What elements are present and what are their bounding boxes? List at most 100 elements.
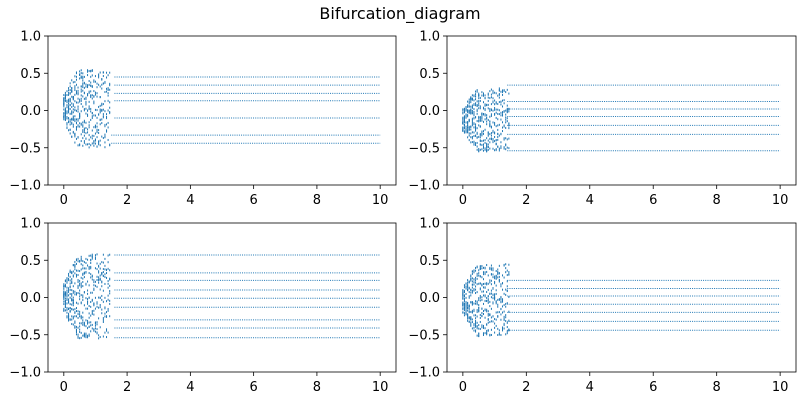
- y-tick-label: 1.0: [419, 217, 440, 232]
- scatter-points: [462, 84, 781, 153]
- transient-point: [478, 334, 480, 337]
- transient-point: [74, 106, 76, 109]
- transient-point: [99, 306, 101, 309]
- transient-point: [93, 79, 95, 82]
- transient-point: [109, 82, 111, 85]
- transient-point: [473, 323, 475, 326]
- transient-point: [484, 309, 486, 312]
- transient-point: [68, 298, 70, 301]
- transient-point: [495, 148, 497, 151]
- transient-point: [82, 77, 84, 80]
- transient-point: [471, 117, 473, 120]
- transient-point: [69, 82, 71, 85]
- transient-point: [481, 324, 483, 327]
- transient-point: [87, 131, 89, 134]
- transient-point: [94, 75, 96, 78]
- transient-point: [88, 90, 90, 93]
- transient-point: [88, 83, 90, 86]
- transient-point: [481, 276, 483, 279]
- transient-point: [69, 120, 71, 123]
- transient-point: [79, 315, 81, 318]
- transient-point: [498, 149, 500, 152]
- x-tick-label: 10: [772, 380, 789, 395]
- transient-point: [101, 281, 103, 284]
- transient-point: [502, 326, 504, 329]
- transient-point: [467, 315, 469, 318]
- transient-point: [481, 119, 483, 122]
- transient-point: [74, 311, 76, 314]
- transient-point: [68, 102, 70, 105]
- transient-point: [109, 315, 111, 318]
- transient-point: [508, 110, 510, 113]
- transient-point: [497, 112, 499, 115]
- transient-point: [102, 82, 104, 85]
- transient-point: [478, 107, 480, 110]
- transient-point: [462, 307, 464, 310]
- transient-point: [502, 89, 504, 92]
- y-tick-label: −0.5: [9, 328, 41, 343]
- transient-point: [90, 94, 92, 97]
- y-tick-label: −1.0: [408, 179, 440, 194]
- transient-point: [478, 124, 480, 127]
- x-tick-label: 10: [772, 193, 789, 208]
- transient-point: [467, 136, 469, 139]
- transient-point: [96, 109, 98, 112]
- transient-point: [102, 75, 104, 78]
- transient-point: [489, 300, 491, 303]
- transient-point: [497, 124, 499, 127]
- transient-point: [487, 145, 489, 148]
- transient-point: [66, 110, 68, 113]
- transient-point: [71, 297, 73, 300]
- transient-point: [107, 138, 109, 141]
- transient-point: [482, 143, 484, 146]
- transient-point: [481, 326, 483, 329]
- y-tick-label: 1.0: [20, 217, 41, 232]
- transient-point: [96, 116, 98, 119]
- transient-point: [508, 124, 510, 127]
- transient-point: [63, 303, 65, 306]
- transient-point: [471, 131, 473, 134]
- transient-point: [88, 334, 90, 337]
- transient-point: [82, 121, 84, 124]
- transient-point: [69, 285, 71, 288]
- transient-point: [93, 95, 95, 98]
- transient-point: [74, 115, 76, 118]
- transient-point: [79, 295, 81, 298]
- transient-point: [104, 91, 106, 94]
- transient-point: [486, 143, 488, 146]
- transient-point: [479, 294, 481, 297]
- transient-point: [104, 273, 106, 276]
- transient-point: [68, 279, 70, 282]
- transient-point: [99, 267, 101, 270]
- transient-point: [475, 329, 477, 332]
- transient-point: [475, 317, 477, 320]
- transient-point: [465, 293, 467, 296]
- transient-point: [498, 272, 500, 275]
- transient-point: [492, 302, 494, 305]
- transient-point: [83, 91, 85, 94]
- transient-point: [479, 299, 481, 302]
- transient-point: [85, 297, 87, 300]
- transient-point: [68, 91, 70, 94]
- transient-point: [479, 316, 481, 319]
- transient-point: [497, 315, 499, 318]
- transient-point: [494, 131, 496, 134]
- transient-point: [94, 91, 96, 94]
- transient-point: [79, 292, 81, 295]
- transient-point: [83, 86, 85, 89]
- transient-point: [63, 112, 65, 115]
- transient-point: [71, 135, 73, 138]
- transient-point: [82, 84, 84, 87]
- transient-point: [470, 279, 472, 282]
- transient-point: [104, 264, 106, 267]
- transient-point: [503, 304, 505, 307]
- transient-point: [484, 294, 486, 297]
- transient-point: [98, 337, 100, 340]
- transient-point: [94, 284, 96, 287]
- transient-point: [465, 285, 467, 288]
- transient-point: [69, 92, 71, 95]
- transient-point: [462, 122, 464, 125]
- transient-point: [482, 302, 484, 305]
- transient-point: [98, 141, 100, 144]
- transient-point: [98, 281, 100, 284]
